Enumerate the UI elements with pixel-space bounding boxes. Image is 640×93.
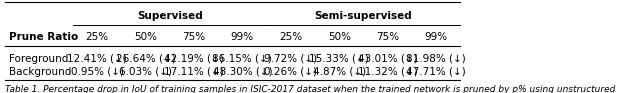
Text: Prune Ratio: Prune Ratio: [8, 32, 78, 42]
Text: 99%: 99%: [424, 32, 447, 42]
Text: 25%: 25%: [86, 32, 109, 42]
Text: Semi-supervised: Semi-supervised: [314, 11, 412, 21]
Text: 26.64% (↓): 26.64% (↓): [116, 54, 175, 64]
Text: 11.32% (↓): 11.32% (↓): [358, 67, 417, 77]
Text: 42.19% (↓): 42.19% (↓): [164, 54, 224, 64]
Text: 0.26% (↓): 0.26% (↓): [264, 67, 317, 77]
Text: 43.01% (↓): 43.01% (↓): [358, 54, 417, 64]
Text: Supervised: Supervised: [137, 11, 203, 21]
Text: 6.03% (↓): 6.03% (↓): [119, 67, 172, 77]
Text: 15.33% (↓): 15.33% (↓): [309, 54, 369, 64]
Text: 50%: 50%: [134, 32, 157, 42]
Text: 50%: 50%: [328, 32, 351, 42]
Text: 75%: 75%: [182, 32, 205, 42]
Text: Foreground: Foreground: [8, 54, 68, 64]
Text: 17.11% (↓): 17.11% (↓): [164, 67, 224, 77]
Text: 81.98% (↓): 81.98% (↓): [406, 54, 466, 64]
Text: 99%: 99%: [231, 32, 254, 42]
Text: 12.41% (↓): 12.41% (↓): [67, 54, 127, 64]
Text: 86.15% (↓): 86.15% (↓): [212, 54, 272, 64]
Text: 48.30% (↓): 48.30% (↓): [212, 67, 272, 77]
Text: 0.95% (↓): 0.95% (↓): [70, 67, 124, 77]
Text: 75%: 75%: [376, 32, 399, 42]
Text: Background: Background: [8, 67, 71, 77]
Text: 47.71% (↓): 47.71% (↓): [406, 67, 466, 77]
Text: 25%: 25%: [279, 32, 302, 42]
Text: 4.87% (↓): 4.87% (↓): [313, 67, 366, 77]
Text: Table 1. Percentage drop in IoU of training samples in ISIC-2017 dataset when th: Table 1. Percentage drop in IoU of train…: [5, 85, 616, 93]
Text: 9.72% (↓): 9.72% (↓): [264, 54, 317, 64]
